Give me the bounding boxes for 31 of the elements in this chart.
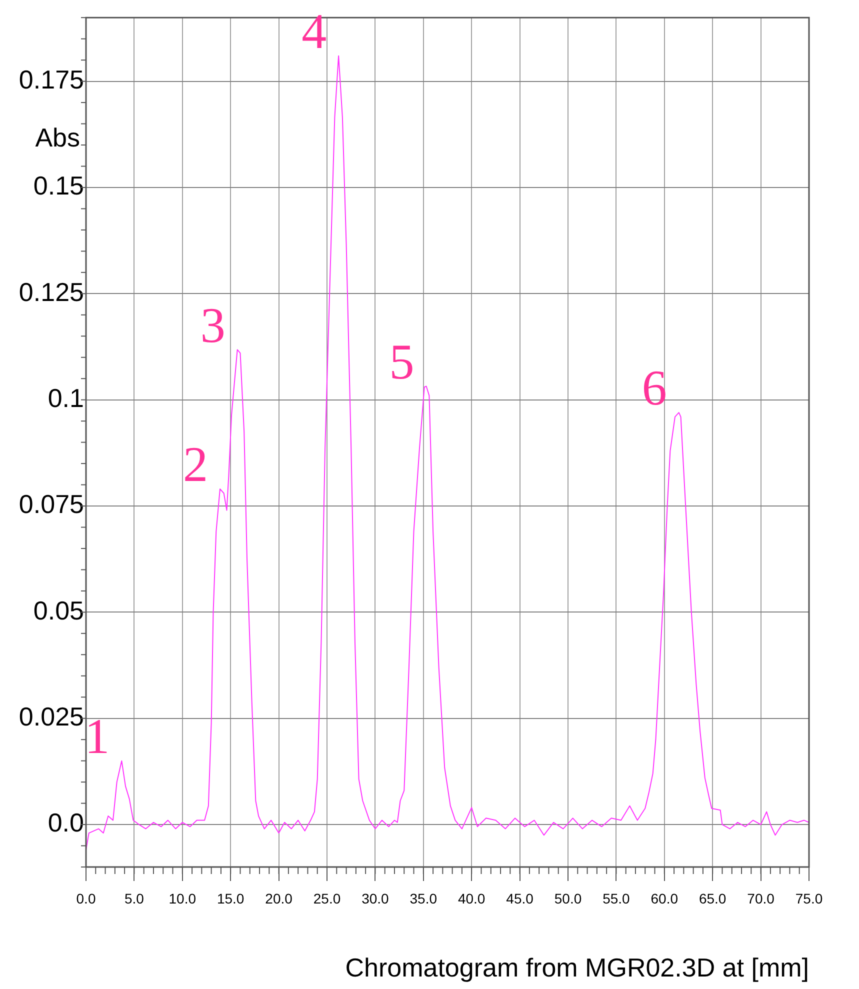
y-tick-label: 0.1 [48,383,84,413]
x-tick-label: 25.0 [313,890,341,906]
annotation: 4 [302,2,327,59]
annotation: 2 [182,436,208,492]
annotation: 5 [389,333,414,390]
x-tick-label: 10.0 [168,890,196,906]
annotation: 1 [84,708,110,764]
x-tick-label: 65.0 [698,890,726,906]
y-axis-title: Abs [35,122,80,152]
y-tick-label: 0.05 [33,595,84,626]
x-tick-label: 35.0 [410,890,438,906]
annotation: 3 [200,296,226,353]
x-tick-label: 40.0 [458,890,486,906]
y-tick-label: 0.175 [18,64,84,94]
x-tick-label: 55.0 [602,890,630,906]
x-tick-label: 50.0 [554,890,582,906]
x-tick-label: 45.0 [506,890,534,906]
y-tick-label: 0.0 [48,808,84,838]
y-tick-label: 0.025 [18,702,84,732]
x-axis-title: Chromatogram from MGR02.3D at [mm] [345,952,809,983]
x-tick-label: 70.0 [747,890,775,906]
x-tick-label: 20.0 [265,890,293,906]
x-tick-label: 60.0 [650,890,678,906]
y-tick-label: 0.075 [18,489,84,520]
x-tick-label: 5.0 [124,890,144,906]
y-tick-label: 0.15 [33,170,84,201]
x-tick-label: 75.0 [795,890,823,906]
y-tick-label: 0.125 [18,276,84,307]
x-tick-label: 30.0 [362,890,390,906]
x-tick-label: 0.0 [76,890,96,906]
x-tick-label: 15.0 [216,890,244,906]
